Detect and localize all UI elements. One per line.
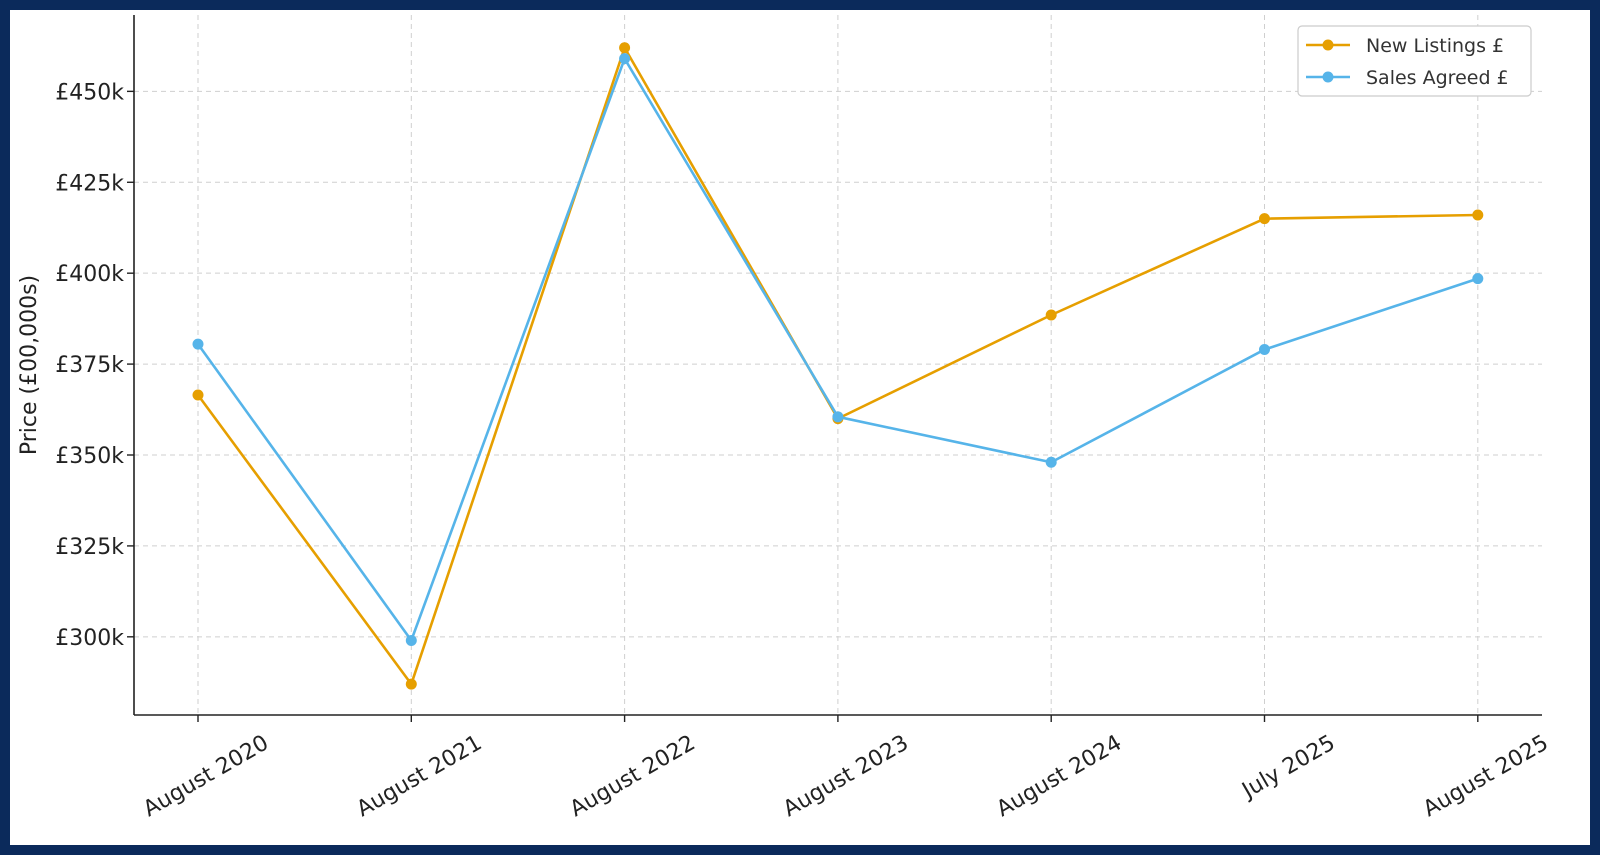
data-point: [1259, 213, 1270, 225]
y-tick-label: £375k: [55, 353, 124, 378]
data-point: [1045, 456, 1057, 468]
y-tick-label: £425k: [55, 171, 124, 196]
y-tick-label: £325k: [55, 535, 124, 560]
x-tick-label: August 2020: [139, 731, 273, 823]
data-point: [192, 389, 204, 401]
data-point: [619, 53, 631, 65]
y-tick-label: £400k: [55, 262, 124, 287]
data-point: [1472, 209, 1484, 221]
y-tick-label: £450k: [55, 80, 124, 105]
series-layer: [192, 42, 1484, 690]
x-tick-label: July 2025: [1236, 731, 1339, 805]
x-tick-label: August 2022: [566, 731, 700, 823]
legend: New Listings £ Sales Agreed £: [1297, 25, 1532, 97]
y-tick-label: £300k: [55, 626, 124, 651]
data-point: [405, 678, 417, 690]
y-axis-title: Price (£00,000s): [17, 275, 42, 455]
legend-marker: [1322, 39, 1334, 51]
y-tick-label: £350k: [55, 444, 124, 469]
legend-label: Sales Agreed £: [1366, 67, 1509, 89]
x-tick-label: August 2021: [353, 731, 487, 823]
legend-label: New Listings £: [1366, 35, 1504, 57]
data-point: [619, 42, 631, 54]
data-point: [832, 411, 844, 423]
tick-layer: £300k £325k £350k £375k £400k £425k £450k Augus…: [55, 80, 1553, 822]
legend-box: [1297, 25, 1532, 97]
x-tick-label: August 2024: [992, 731, 1126, 823]
line-chart: £300k £325k £350k £375k £400k £425k £450k Augus…: [17, 15, 1553, 822]
data-point: [1259, 344, 1270, 356]
chart-frame: £300k £325k £350k £375k £400k £425k £450k Augus…: [10, 10, 1590, 845]
data-point: [405, 634, 417, 646]
legend-items: New Listings £ Sales Agreed £: [1306, 35, 1509, 89]
grid-layer: [134, 15, 1542, 715]
data-point: [1045, 309, 1057, 321]
x-tick-label: August 2023: [779, 731, 913, 823]
x-tick-label: August 2025: [1419, 731, 1553, 823]
data-point: [192, 338, 204, 350]
legend-marker: [1322, 71, 1334, 83]
data-point: [1472, 273, 1484, 285]
